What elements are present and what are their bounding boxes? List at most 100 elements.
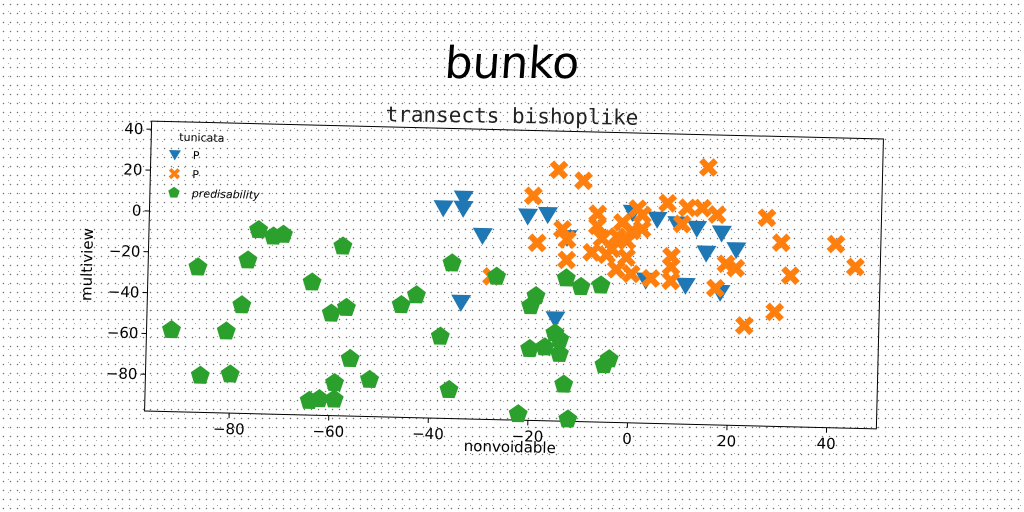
point-series-2 xyxy=(698,157,718,177)
legend-label-3: predisability xyxy=(191,187,261,202)
point-series-2 xyxy=(621,264,641,284)
point-series-2 xyxy=(707,205,727,225)
point-series-3 xyxy=(439,379,459,399)
point-series-2 xyxy=(641,268,661,288)
point-series-3 xyxy=(508,404,528,423)
point-series-1 xyxy=(696,245,717,263)
point-series-3 xyxy=(406,285,426,304)
y-tick-label: 0 xyxy=(132,202,142,220)
legend-label-1: P xyxy=(193,149,200,162)
x-tick-label: 20 xyxy=(717,432,737,450)
point-series-1 xyxy=(518,208,539,226)
point-series-2 xyxy=(765,302,785,322)
point-series-1 xyxy=(538,206,559,225)
point-series-3 xyxy=(550,329,570,348)
point-series-2 xyxy=(617,231,637,251)
point-series-3 xyxy=(535,337,555,356)
point-series-3 xyxy=(220,364,240,383)
point-series-1 xyxy=(433,200,454,218)
point-series-2 xyxy=(632,219,652,239)
y-tick-label: −60 xyxy=(107,323,139,342)
point-series-2 xyxy=(557,250,577,270)
y-tick-label: −20 xyxy=(109,242,141,261)
point-series-2 xyxy=(574,171,594,191)
x-tick-label: 0 xyxy=(622,430,632,448)
point-series-3 xyxy=(216,321,236,340)
y-tick-label: 20 xyxy=(123,160,143,178)
x-tick-label: −40 xyxy=(412,425,444,444)
point-series-3 xyxy=(556,268,576,287)
point-series-2 xyxy=(632,205,653,225)
point-series-1 xyxy=(453,200,474,218)
legend-marker-2 xyxy=(168,167,181,180)
point-series-2 xyxy=(552,219,572,239)
point-series-2 xyxy=(726,258,746,278)
point-series-3 xyxy=(360,369,380,388)
point-series-1 xyxy=(675,277,696,295)
point-series-2 xyxy=(523,186,543,206)
point-series-3 xyxy=(520,338,540,358)
point-series-2 xyxy=(757,208,777,228)
point-series-1 xyxy=(647,211,668,229)
x-axis-label: nonvoidable xyxy=(464,437,556,457)
point-series-1 xyxy=(726,242,747,260)
y-axis-label: multiview xyxy=(77,228,97,301)
point-series-3 xyxy=(162,319,182,339)
point-series-2 xyxy=(672,214,692,234)
point-series-1 xyxy=(687,220,708,238)
point-series-2 xyxy=(771,233,791,253)
point-series-3 xyxy=(558,409,578,428)
x-tick-label: −20 xyxy=(511,427,543,446)
y-tick-label: −80 xyxy=(106,364,138,383)
x-tick-label: 40 xyxy=(816,434,836,452)
point-series-2 xyxy=(658,193,678,213)
point-series-3 xyxy=(599,349,619,368)
point-series-2 xyxy=(602,239,622,259)
x-tick-label: −80 xyxy=(213,420,245,439)
point-series-2 xyxy=(705,278,725,298)
point-series-2 xyxy=(661,271,681,291)
point-series-1 xyxy=(545,311,566,329)
x-tick-label: −60 xyxy=(312,422,344,441)
point-series-3 xyxy=(232,295,252,314)
point-series-1 xyxy=(472,227,493,245)
legend-marker-3 xyxy=(168,186,180,198)
point-series-3 xyxy=(188,257,208,276)
point-series-3 xyxy=(391,294,411,314)
point-series-2 xyxy=(845,257,865,277)
point-series-2 xyxy=(734,316,754,336)
legend-title: tunicata xyxy=(179,131,224,145)
point-series-3 xyxy=(487,266,507,285)
point-series-3 xyxy=(591,275,611,294)
legend-marker-1 xyxy=(168,150,181,161)
point-series-3 xyxy=(321,303,341,322)
plot-area: −80 −60 −40 −20 0 20 40 40 20 0 −20 −40 −60 −80 nonvo… xyxy=(77,120,884,457)
point-series-2 xyxy=(677,198,698,218)
point-series-3 xyxy=(554,374,574,393)
point-series-2 xyxy=(527,233,547,253)
point-series-3 xyxy=(526,285,546,305)
point-series-1 xyxy=(453,190,474,208)
point-series-3 xyxy=(273,224,293,243)
y-tick-label: 40 xyxy=(124,120,144,138)
point-series-3 xyxy=(340,348,360,368)
point-series-2 xyxy=(692,198,712,218)
point-series-2 xyxy=(582,242,602,262)
point-series-2 xyxy=(549,160,569,180)
point-series-2 xyxy=(557,230,577,250)
point-series-3 xyxy=(302,272,322,291)
point-series-3 xyxy=(442,253,462,272)
point-series-3 xyxy=(571,276,591,296)
point-series-3 xyxy=(238,250,258,269)
point-series-3 xyxy=(430,326,450,345)
point-series-3 xyxy=(336,297,356,316)
point-series-1 xyxy=(451,294,472,312)
point-series-3 xyxy=(190,365,210,384)
point-series-3 xyxy=(309,389,329,408)
point-series-3 xyxy=(333,236,353,255)
point-series-3 xyxy=(325,372,345,392)
point-series-2 xyxy=(661,257,681,277)
axis-ticks: −80 −60 −40 −20 0 20 40 40 20 0 −20 −40 −60 −80 xyxy=(106,120,836,453)
